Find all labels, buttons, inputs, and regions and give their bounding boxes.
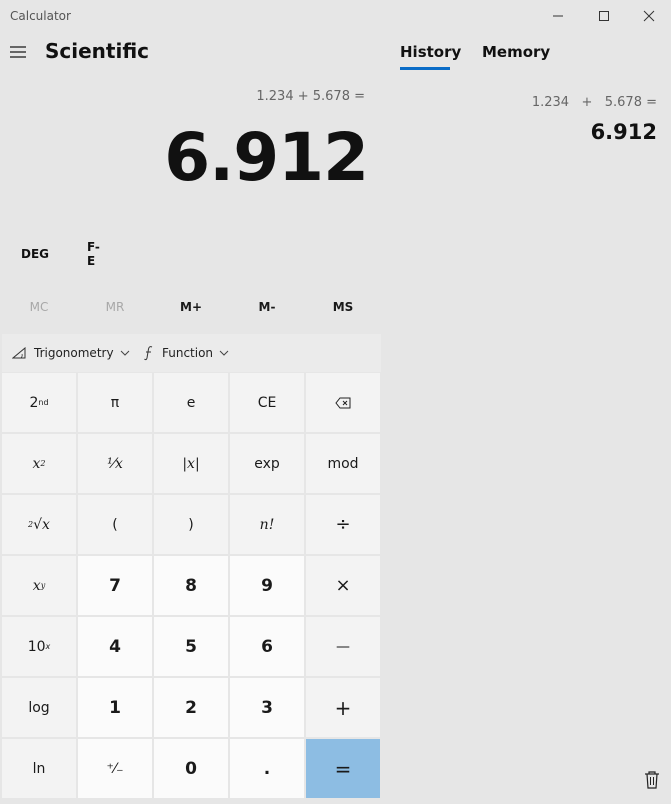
multiply-key[interactable]: × — [306, 556, 380, 615]
factorial-key[interactable]: n! — [230, 495, 304, 554]
digit-4-key[interactable]: 4 — [78, 617, 152, 676]
title-bar: Calculator — [0, 0, 671, 32]
memory-subtract-button[interactable]: M- — [258, 300, 276, 314]
clear-entry-key[interactable]: CE — [230, 373, 304, 432]
tab-history[interactable]: History — [400, 43, 462, 61]
close-button[interactable] — [626, 0, 671, 32]
function-label: Function — [162, 346, 214, 360]
divide-key[interactable]: ÷ — [306, 495, 380, 554]
log-key[interactable]: log — [2, 678, 76, 737]
digit-5-key[interactable]: 5 — [154, 617, 228, 676]
minimize-button[interactable] — [535, 0, 581, 32]
tab-memory[interactable]: Memory — [482, 43, 551, 61]
digit-6-key[interactable]: 6 — [230, 617, 304, 676]
navigation-menu-button[interactable] — [4, 38, 32, 66]
app-title: Calculator — [10, 9, 71, 23]
euler-key[interactable]: e — [154, 373, 228, 432]
fe-button[interactable]: F-E — [87, 240, 100, 268]
hamburger-icon — [10, 46, 26, 58]
reciprocal-key[interactable]: ¹⁄x — [78, 434, 152, 493]
absolute-value-key[interactable]: |x| — [154, 434, 228, 493]
backspace-icon — [335, 397, 351, 408]
digit-0-key[interactable]: 0 — [154, 739, 228, 798]
memory-recall-button[interactable]: MR — [105, 300, 125, 314]
function-dropdown-row: Trigonometry Function — [2, 334, 381, 372]
memory-add-button[interactable]: M+ — [180, 300, 202, 314]
trigonometry-dropdown[interactable]: Trigonometry — [12, 334, 130, 372]
plus-key[interactable]: + — [306, 678, 380, 737]
memory-row: MC MR M+ M- MS — [0, 292, 381, 322]
chevron-down-icon — [219, 350, 229, 356]
maximize-icon — [599, 11, 609, 21]
clear-history-button[interactable] — [640, 768, 664, 792]
digit-3-key[interactable]: 3 — [230, 678, 304, 737]
digit-1-key[interactable]: 1 — [78, 678, 152, 737]
open-paren-key[interactable]: ( — [78, 495, 152, 554]
backspace-key[interactable] — [306, 373, 380, 432]
minus-key[interactable]: — — [306, 617, 380, 676]
result-display: 6.912 — [164, 119, 369, 196]
mod-key[interactable]: mod — [306, 434, 380, 493]
trigonometry-label: Trigonometry — [34, 346, 114, 360]
digit-9-key[interactable]: 9 — [230, 556, 304, 615]
negate-key[interactable]: ⁺⁄₋ — [78, 739, 152, 798]
digit-8-key[interactable]: 8 — [154, 556, 228, 615]
ten-power-key[interactable]: 10 x — [2, 617, 76, 676]
angle-mode-button[interactable]: DEG — [21, 247, 50, 261]
pi-key[interactable]: π — [78, 373, 152, 432]
history-item-result[interactable]: 6.912 — [590, 120, 657, 144]
maximize-button[interactable] — [581, 0, 627, 32]
chevron-down-icon — [120, 350, 130, 356]
function-icon — [144, 345, 154, 361]
memory-store-button[interactable]: MS — [332, 300, 354, 314]
trash-icon — [645, 771, 659, 789]
digit-7-key[interactable]: 7 — [78, 556, 152, 615]
equals-key[interactable]: = — [306, 739, 380, 798]
minimize-icon — [553, 15, 563, 17]
square-root-key[interactable]: 2 √x — [2, 495, 76, 554]
expression-display: 1.234 + 5.678 = — [256, 89, 365, 104]
close-icon — [643, 10, 655, 22]
digit-2-key[interactable]: 2 — [154, 678, 228, 737]
decimal-key[interactable]: . — [230, 739, 304, 798]
mode-title: Scientific — [45, 39, 150, 63]
exp-key[interactable]: exp — [230, 434, 304, 493]
ln-key[interactable]: ln — [2, 739, 76, 798]
memory-clear-button[interactable]: MC — [29, 300, 49, 314]
triangle-icon — [12, 347, 26, 359]
function-dropdown[interactable]: Function — [144, 334, 229, 372]
close-paren-key[interactable]: ) — [154, 495, 228, 554]
active-tab-indicator — [400, 67, 450, 70]
history-item-expression[interactable]: 1.234 + 5.678 = — [531, 95, 657, 110]
